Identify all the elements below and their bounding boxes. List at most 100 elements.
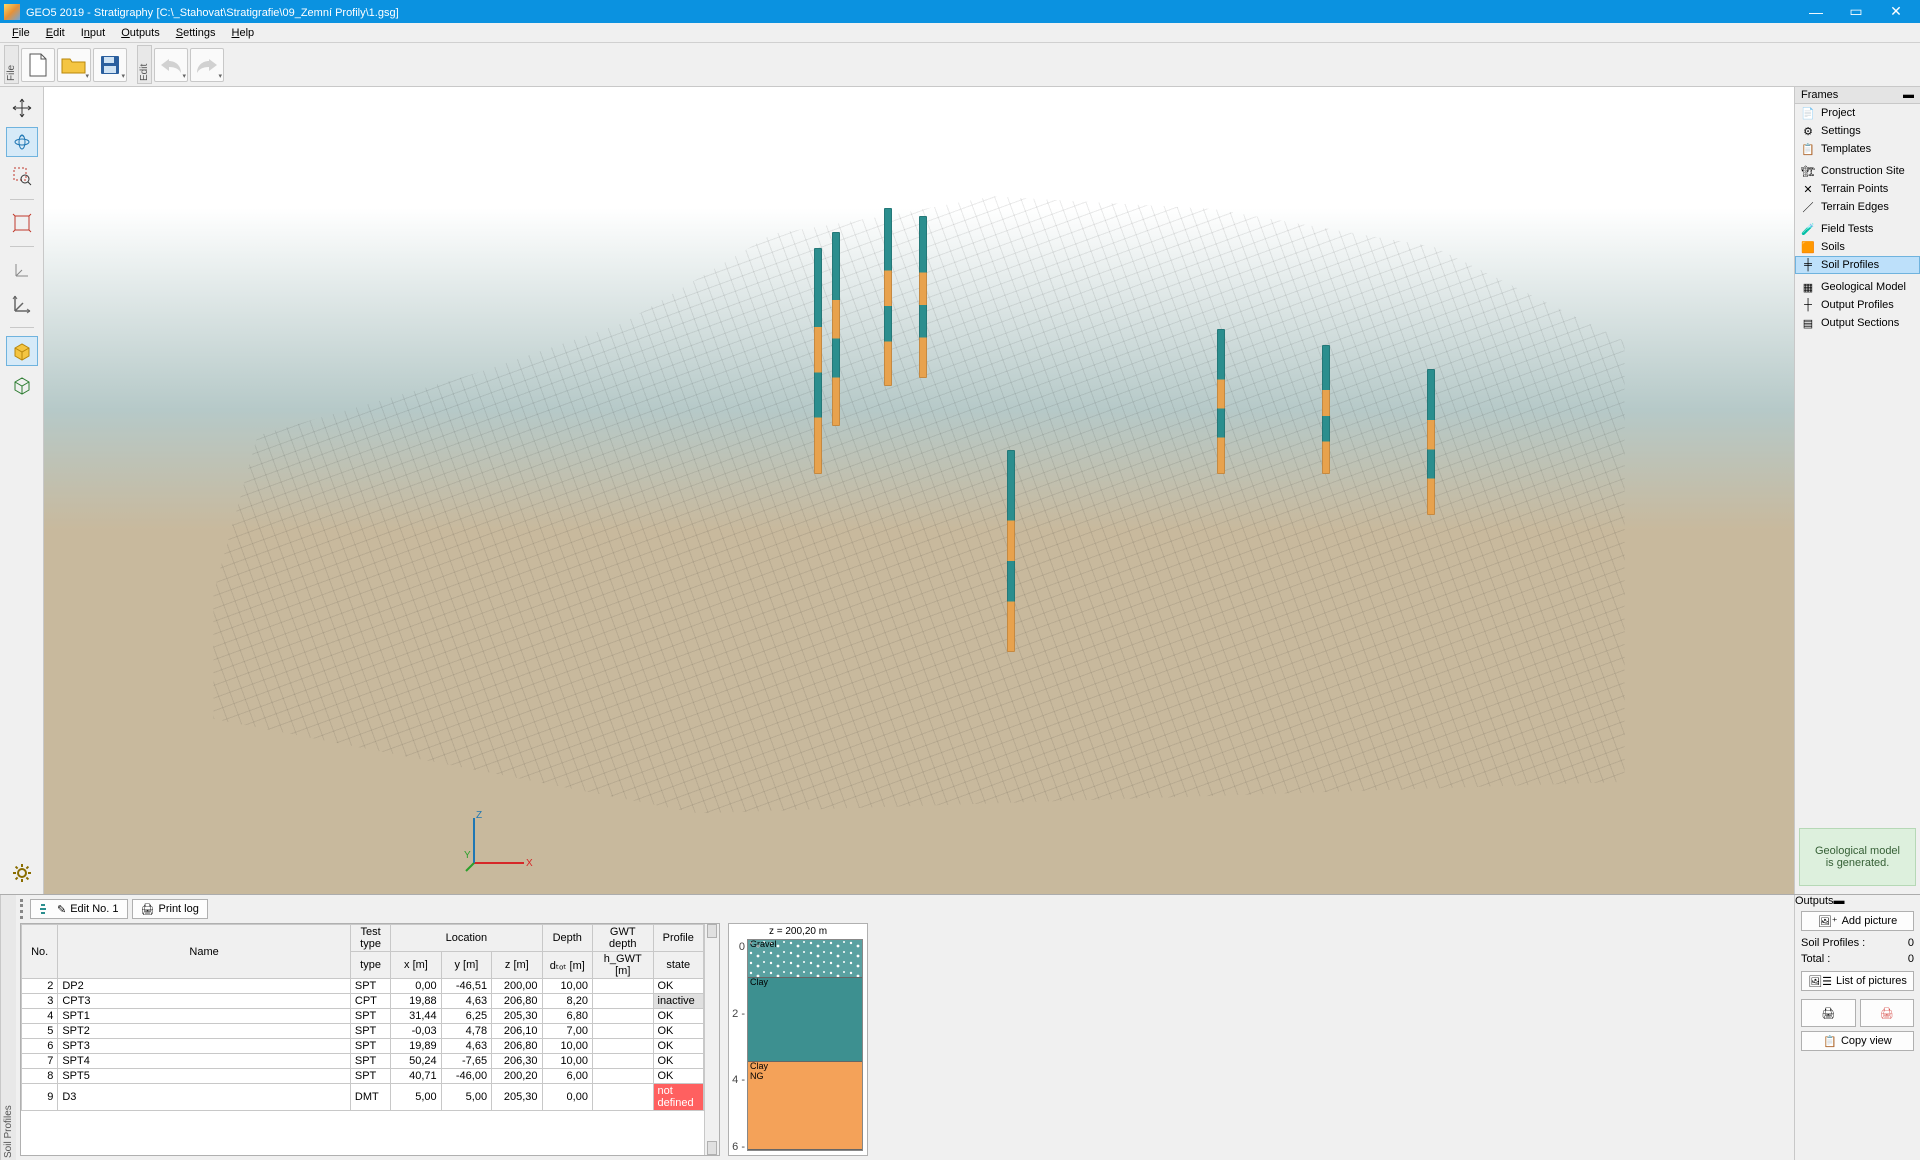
table-row[interactable]: 2DP2SPT 0,00-46,51200,00 10,00OK [22, 979, 704, 994]
table-row[interactable]: 8SPT5SPT 40,71-46,00200,20 6,00OK [22, 1069, 704, 1084]
outputs-title: Outputs [1795, 895, 1834, 907]
minimize-button[interactable]: — [1796, 0, 1836, 23]
frame-label: Geological Model [1821, 281, 1906, 293]
frame-label: Output Sections [1821, 317, 1899, 329]
toolbar-group-edit-label: Edit [137, 45, 152, 84]
print-color-button[interactable]: 🖨 [1860, 999, 1915, 1027]
frame-icon: 🏗 [1801, 164, 1815, 178]
3d-solid-view-tool[interactable] [6, 336, 38, 366]
undo-button[interactable]: ▾ [154, 48, 188, 82]
table-scrollbar[interactable] [704, 924, 719, 1155]
frame-item-output-sections[interactable]: ▤ Output Sections [1795, 314, 1920, 332]
soil-profiles-table[interactable]: No. Name Test type Location Depth GWT de… [20, 923, 720, 1156]
copy-icon: 📋 [1823, 1035, 1837, 1048]
frame-label: Settings [1821, 125, 1861, 137]
borehole [814, 248, 822, 474]
frame-item-project[interactable]: 📄 Project [1795, 104, 1920, 122]
axis-large-tool[interactable] [6, 289, 38, 319]
frame-icon: ▦ [1801, 280, 1815, 294]
frame-label: Output Profiles [1821, 299, 1894, 311]
borehole [1322, 345, 1330, 474]
list-icon: 🖼☰ [1808, 975, 1832, 988]
table-row[interactable]: 9D3DMT 5,005,00205,30 0,00not defined [22, 1084, 704, 1111]
save-file-button[interactable]: ▾ [93, 48, 127, 82]
frame-label: Terrain Edges [1821, 201, 1889, 213]
edit-row-button[interactable]: ✎Edit No. 1 [30, 899, 128, 919]
zoom-region-tool[interactable] [6, 161, 38, 191]
frames-title: Frames [1801, 89, 1838, 101]
frame-icon: ／ [1801, 200, 1815, 214]
app-icon [4, 4, 20, 20]
settings-gear-tool[interactable] [6, 858, 38, 888]
add-picture-button[interactable]: 🖼⁺Add picture [1801, 911, 1914, 931]
frame-item-field-tests[interactable]: 🧪 Field Tests [1795, 220, 1920, 238]
frame-label: Construction Site [1821, 165, 1905, 177]
frame-item-settings[interactable]: ⚙ Settings [1795, 122, 1920, 140]
redo-button[interactable]: ▾ [190, 48, 224, 82]
menu-edit[interactable]: Edit [38, 25, 73, 41]
open-file-button[interactable]: ▾ [57, 48, 91, 82]
copy-view-button[interactable]: 📋Copy view [1801, 1031, 1914, 1051]
3d-viewport[interactable]: X Z Y [44, 87, 1794, 894]
frame-label: Soil Profiles [1821, 259, 1879, 271]
frame-icon: ╪ [1801, 258, 1815, 272]
printer-bw-icon: 🖨 [1821, 1007, 1835, 1020]
print-icon: 🖨 [141, 903, 155, 916]
frame-icon: ┼ [1801, 298, 1815, 312]
axis-small-tool[interactable] [6, 255, 38, 285]
add-picture-icon: 🖼⁺ [1818, 915, 1838, 928]
menu-input[interactable]: Input [73, 25, 113, 41]
frame-item-geological-model[interactable]: ▦ Geological Model [1795, 278, 1920, 296]
print-bw-button[interactable]: 🖨 [1801, 999, 1856, 1027]
menu-settings[interactable]: Settings [168, 25, 224, 41]
frame-item-soil-profiles[interactable]: ╪ Soil Profiles [1795, 256, 1920, 274]
printer-color-icon: 🖨 [1880, 1007, 1894, 1020]
outputs-total-label: Total : [1801, 953, 1830, 965]
borehole [1427, 369, 1435, 514]
frame-label: Terrain Points [1821, 183, 1888, 195]
frame-icon: ✕ [1801, 182, 1815, 196]
table-row[interactable]: 5SPT2SPT -0,034,78206,10 7,00OK [22, 1024, 704, 1039]
pan-tool[interactable] [6, 93, 38, 123]
frame-item-templates[interactable]: 📋Templates [1795, 140, 1920, 158]
table-row[interactable]: 6SPT3SPT 19,894,63206,80 10,00OK [22, 1039, 704, 1054]
frame-item-terrain-edges[interactable]: ／ Terrain Edges [1795, 198, 1920, 216]
frame-icon: 📄 [1801, 106, 1815, 120]
svg-text:X: X [526, 858, 533, 869]
table-row[interactable]: 7SPT4SPT 50,24-7,65206,30 10,00OK [22, 1054, 704, 1069]
frame-item-soils[interactable]: 🟧Soils [1795, 238, 1920, 256]
outputs-collapse-icon[interactable]: ▬ [1834, 895, 1845, 907]
frame-label: Templates [1821, 143, 1871, 155]
maximize-button[interactable]: ▭ [1836, 0, 1876, 23]
profile-preview: z = 200,20 m 02 -4 -6 - GravelClayClay N… [728, 923, 868, 1156]
menu-help[interactable]: Help [224, 25, 263, 41]
menu-outputs[interactable]: Outputs [113, 25, 168, 41]
frame-item-output-profiles[interactable]: ┼ Output Profiles [1795, 296, 1920, 314]
borehole [1217, 329, 1225, 474]
soil-profiles-tab-label: Soil Profiles [0, 895, 16, 1160]
table-row[interactable]: 4SPT1SPT 31,446,25205,30 6,80OK [22, 1009, 704, 1024]
close-button[interactable]: ✕ [1876, 0, 1916, 23]
frame-icon: ⚙ [1801, 124, 1815, 138]
preview-layer: Clay [748, 978, 862, 1062]
3d-wire-view-tool[interactable] [6, 370, 38, 400]
frame-item-construction-site[interactable]: 🏗 Construction Site [1795, 162, 1920, 180]
frame-label: Field Tests [1821, 223, 1873, 235]
frames-collapse-icon[interactable]: ▬ [1903, 89, 1914, 101]
frame-item-terrain-points[interactable]: ✕ Terrain Points [1795, 180, 1920, 198]
print-log-button[interactable]: 🖨Print log [132, 899, 208, 919]
toolbar-group-file-label: File [4, 45, 19, 84]
table-row[interactable]: 3CPT3CPT 19,884,63206,80 8,20inactive [22, 994, 704, 1009]
frame-label: Project [1821, 107, 1855, 119]
list-of-pictures-button[interactable]: 🖼☰List of pictures [1801, 971, 1914, 991]
menu-file[interactable]: File [4, 25, 38, 41]
outputs-sp-label: Soil Profiles : [1801, 937, 1865, 949]
preview-layer: Gravel [748, 940, 862, 978]
new-file-button[interactable] [21, 48, 55, 82]
window-title: GEO5 2019 - Stratigraphy [C:\_Stahovat\S… [26, 5, 1796, 19]
zoom-extents-tool[interactable] [6, 208, 38, 238]
frame-icon: 🧪 [1801, 222, 1815, 236]
rotate-tool[interactable] [6, 127, 38, 157]
frame-icon: ▤ [1801, 316, 1815, 330]
frame-label: Soils [1821, 241, 1845, 253]
